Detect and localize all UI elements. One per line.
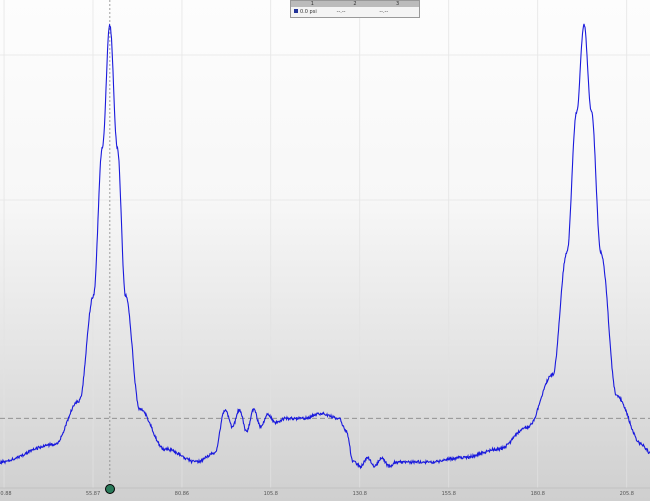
measurement-value: --.-- (334, 9, 377, 15)
measurement-row: 0.0 psi --.-- --.-- (291, 7, 419, 16)
channel-color-swatch (294, 9, 298, 13)
column-header: 2 (353, 1, 356, 7)
waveform-plot[interactable] (0, 0, 650, 501)
measurement-value: --.-- (376, 9, 419, 15)
column-header: 3 (396, 1, 399, 7)
waveform-trace (0, 24, 650, 468)
cursor-handle-icon[interactable] (105, 484, 115, 494)
x-tick-label: 105.8 (264, 491, 278, 497)
x-tick-label: 180.8 (531, 491, 545, 497)
x-tick-label: 155.8 (442, 491, 456, 497)
measurement-panel[interactable]: 1 2 3 0.0 psi --.-- --.-- (290, 0, 420, 18)
x-tick-label: 205.8 (620, 491, 634, 497)
x-tick-label: 80.86 (175, 491, 189, 497)
x-tick-label: 130.8 (353, 491, 367, 497)
channel-label: 0.0 psi (300, 9, 317, 15)
x-tick-label: 0.88 (0, 491, 11, 497)
x-tick-label: 55.87 (86, 491, 100, 497)
column-header: 1 (311, 1, 314, 7)
